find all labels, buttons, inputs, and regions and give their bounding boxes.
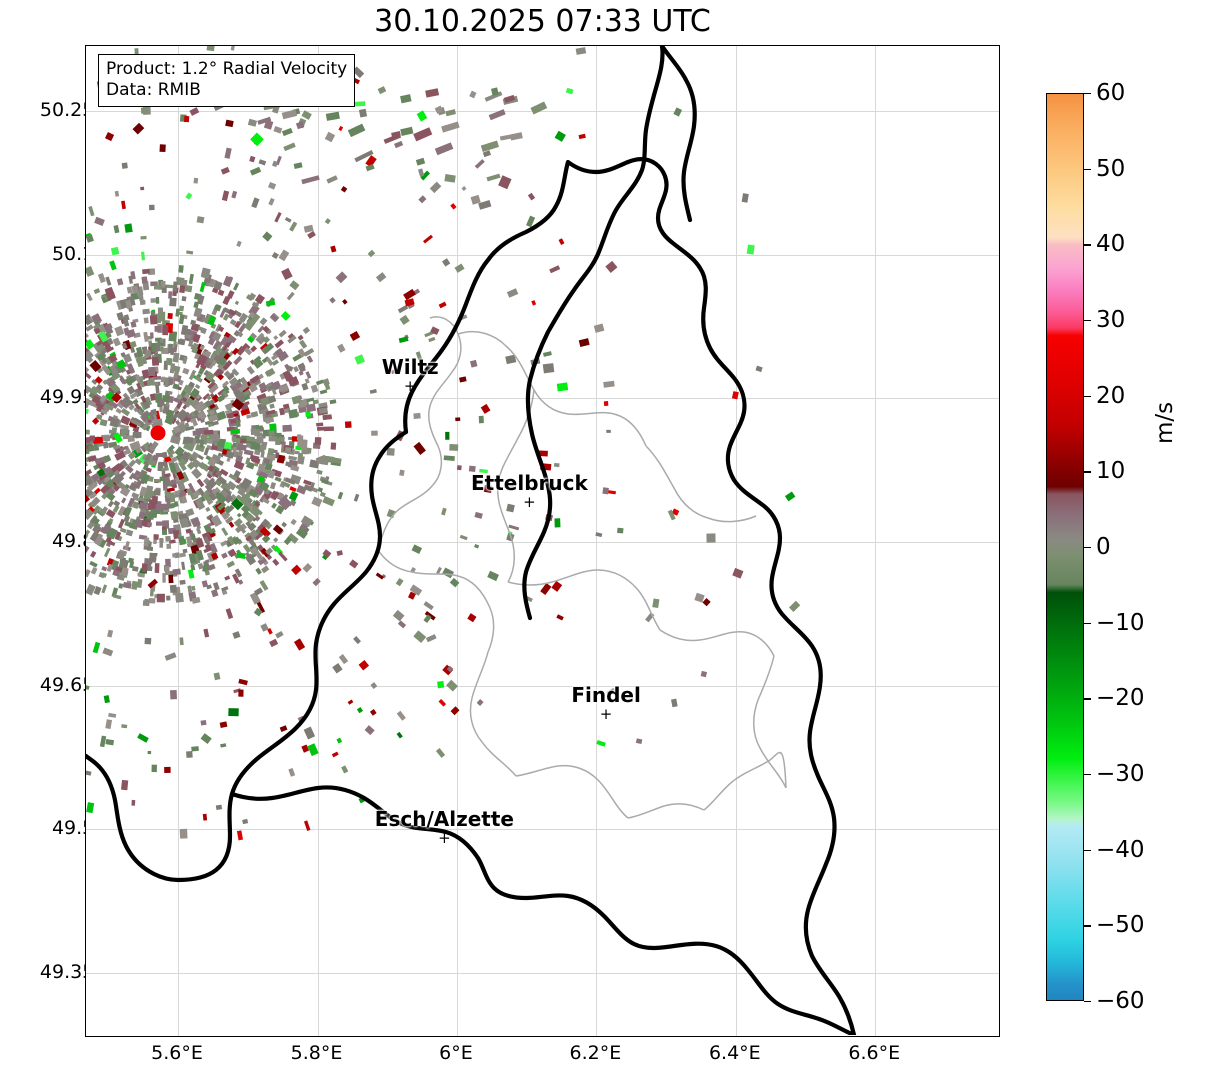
page-title: 30.10.2025 07:33 UTC <box>374 4 711 39</box>
gridline-horizontal-5 <box>86 829 999 831</box>
radar-echo-layer <box>86 46 801 841</box>
colorbar-tickmark-6 <box>1084 547 1091 549</box>
x-tick-label-1: 5.8°E <box>290 1042 343 1064</box>
gridline-horizontal-6 <box>86 972 999 974</box>
gridline-vertical-3 <box>596 46 598 1036</box>
gridline-vertical-2 <box>456 46 458 1036</box>
gridline-vertical-5 <box>875 46 877 1036</box>
colorbar-tick-label-11: −50 <box>1096 912 1145 939</box>
colorbar-tick-label-6: 0 <box>1096 534 1111 560</box>
colorbar-tick-label-2: 40 <box>1096 231 1126 258</box>
x-tick-label-5: 6.6°E <box>848 1042 901 1064</box>
colorbar-label: m/s <box>1152 401 1178 444</box>
radar-site-marker <box>150 425 166 441</box>
product-info-box: Product: 1.2° Radial Velocity Data: RMIB <box>98 54 356 107</box>
gridline-horizontal-1 <box>86 254 999 256</box>
x-tick-label-0: 5.6°E <box>151 1042 203 1064</box>
colorbar-tickmark-5 <box>1084 471 1091 473</box>
colorbar-tick-label-8: −20 <box>1096 685 1145 712</box>
gridline-horizontal-2 <box>86 398 999 400</box>
national-borders <box>522 46 697 621</box>
product-line: Product: 1.2° Radial Velocity <box>106 59 348 79</box>
colorbar-tick-label-1: 50 <box>1096 155 1126 182</box>
colorbar-tickmark-10 <box>1084 849 1091 852</box>
map-borders <box>86 46 857 1035</box>
colorbar-gradient <box>1046 93 1084 1001</box>
gridline-vertical-4 <box>735 46 737 1036</box>
map-plot-area[interactable]: Wiltz + Ettelbruck + Findel + Esch/Alzette + Pr… <box>85 45 1000 1037</box>
colorbar-tickmark-3 <box>1084 320 1091 322</box>
colorbar-tickmark-8 <box>1084 698 1091 700</box>
gridline-horizontal-3 <box>86 541 999 543</box>
colorbar-tickmark-12 <box>1084 1001 1091 1003</box>
colorbar-tick-label-4: 20 <box>1096 382 1126 409</box>
x-tick-label-3: 6.2°E <box>569 1042 622 1064</box>
colorbar-tick-label-12: −60 <box>1096 988 1145 1014</box>
data-source-line: Data: RMIB <box>106 80 201 100</box>
colorbar-tickmark-2 <box>1084 244 1091 246</box>
gridline-horizontal-4 <box>86 685 999 687</box>
colorbar-tick-label-9: −30 <box>1096 761 1145 787</box>
map-canvas: Wiltz + Ettelbruck + Findel + Esch/Alzette + Pr… <box>86 46 999 1036</box>
gridline-vertical-0 <box>178 46 179 1036</box>
colorbar-tickmark-1 <box>1084 168 1091 171</box>
luxembourg-border <box>86 157 857 1035</box>
colorbar-tickmark-11 <box>1084 925 1091 927</box>
colorbar[interactable] <box>1046 93 1084 1001</box>
colorbar-tick-label-10: −40 <box>1096 836 1145 863</box>
colorbar-tickmark-4 <box>1084 395 1091 398</box>
colorbar-tick-label-0: 60 <box>1096 80 1126 106</box>
colorbar-tickmark-9 <box>1084 774 1091 776</box>
x-tick-label-2: 6°E <box>439 1042 473 1064</box>
canton-boundaries <box>377 316 787 819</box>
colorbar-tickmark-7 <box>1084 622 1091 625</box>
colorbar-tick-label-5: 10 <box>1096 458 1126 485</box>
gridline-horizontal-0 <box>86 111 999 113</box>
colorbar-tick-label-7: −10 <box>1096 609 1145 636</box>
colorbar-tickmark-0 <box>1084 93 1091 95</box>
gridline-vertical-1 <box>317 46 319 1036</box>
x-tick-label-4: 6.4°E <box>708 1042 761 1064</box>
colorbar-tick-label-3: 30 <box>1096 307 1126 333</box>
